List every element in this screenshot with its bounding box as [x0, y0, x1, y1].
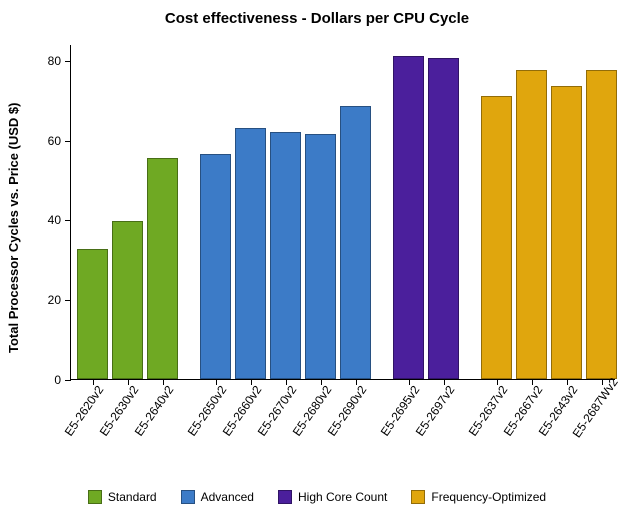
y-tick-label: 80: [48, 54, 61, 68]
bar: [428, 58, 459, 379]
bar: [270, 132, 301, 379]
legend: Standard Advanced High Core Count Frequency…: [0, 490, 634, 504]
y-tick-label: 20: [48, 293, 61, 307]
y-axis-label: Total Processor Cycles vs. Price (USD $): [6, 103, 21, 353]
bar: [340, 106, 371, 379]
bar: [77, 249, 108, 379]
legend-label: Frequency-Optimized: [431, 490, 546, 504]
legend-item: Advanced: [181, 490, 254, 504]
legend-item: Standard: [88, 490, 157, 504]
y-tick: [65, 61, 71, 62]
legend-item: Frequency-Optimized: [411, 490, 546, 504]
bar: [393, 56, 424, 379]
legend-label: High Core Count: [298, 490, 387, 504]
y-tick-label: 40: [48, 213, 61, 227]
legend-swatch: [411, 490, 425, 504]
legend-swatch: [88, 490, 102, 504]
y-tick: [65, 141, 71, 142]
cost-effectiveness-chart: Cost effectiveness - Dollars per CPU Cyc…: [0, 0, 634, 510]
y-tick: [65, 220, 71, 221]
y-tick-label: 0: [54, 373, 61, 387]
legend-item: High Core Count: [278, 490, 387, 504]
bar: [516, 70, 547, 379]
bar: [112, 221, 143, 379]
y-tick-label: 60: [48, 134, 61, 148]
bar: [200, 154, 231, 379]
y-tick: [65, 380, 71, 381]
chart-title: Cost effectiveness - Dollars per CPU Cyc…: [0, 10, 634, 27]
bar: [235, 128, 266, 379]
legend-swatch: [278, 490, 292, 504]
bar: [551, 86, 582, 379]
legend-label: Standard: [108, 490, 157, 504]
bar: [586, 70, 617, 379]
bar: [147, 158, 178, 379]
legend-swatch: [181, 490, 195, 504]
bar: [481, 96, 512, 379]
bar: [305, 134, 336, 379]
y-tick: [65, 300, 71, 301]
plot-area: 020406080E5-2620v2E5-2630v2E5-2640v2E5-2…: [70, 45, 615, 380]
legend-label: Advanced: [201, 490, 254, 504]
